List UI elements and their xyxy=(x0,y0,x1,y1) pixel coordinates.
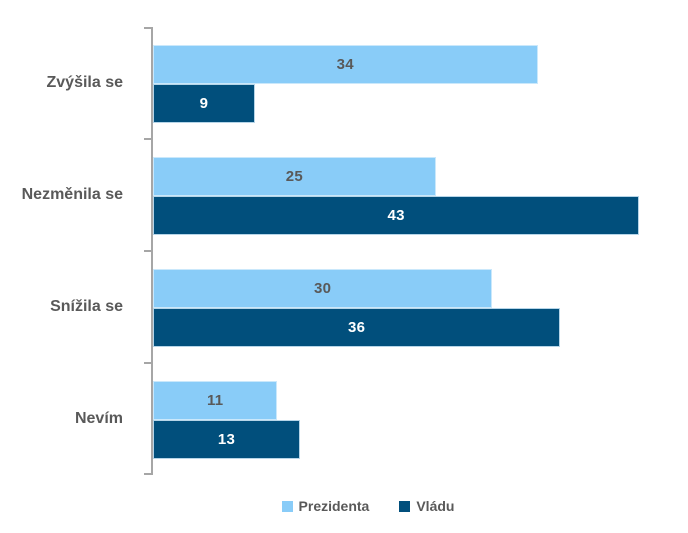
bar-vládu-1: 9 xyxy=(153,84,255,123)
bar-prezidenta-2: 25 xyxy=(153,157,436,196)
category-label-1: Zvýšila se xyxy=(46,74,124,91)
category-label-2: Nezměnila se xyxy=(21,186,123,203)
legend: Prezidenta Vládu xyxy=(24,498,688,514)
plot-area: 34 9 25 43 30 36 11 13 xyxy=(144,27,662,475)
legend-label-vladu: Vládu xyxy=(416,498,455,514)
axis-tick xyxy=(144,138,152,140)
axis-tick xyxy=(144,250,152,252)
bar-vládu-3: 36 xyxy=(153,308,561,347)
bar-value-label: 9 xyxy=(199,95,209,112)
bar-vládu-2: 43 xyxy=(153,196,640,235)
legend-label-prezidenta: Prezidenta xyxy=(298,498,370,514)
category-axis-labels: Zvýšila se Nezměnila se Snížila se Nevím xyxy=(0,27,137,475)
category-group-1: 34 9 xyxy=(153,27,662,139)
legend-swatch-vladu-icon xyxy=(399,500,411,512)
category-label-3: Snížila se xyxy=(50,298,123,315)
category-group-4: 11 13 xyxy=(153,363,662,475)
bar-value-label: 43 xyxy=(387,207,405,224)
legend-item-prezidenta: Prezidenta xyxy=(281,498,370,514)
axis-tick xyxy=(144,362,152,364)
category-label-4: Nevím xyxy=(74,410,123,427)
bar-value-label: 11 xyxy=(206,392,224,409)
category-group-3: 30 36 xyxy=(153,251,662,363)
bar-vládu-4: 13 xyxy=(153,420,301,459)
bar-value-label: 36 xyxy=(347,319,366,336)
bar-prezidenta-3: 30 xyxy=(153,269,493,308)
axis-tick xyxy=(144,473,152,475)
bar-value-label: 25 xyxy=(285,168,304,185)
legend-swatch-prezidenta-icon xyxy=(281,500,293,512)
bar-prezidenta-4: 11 xyxy=(153,381,278,420)
bar-value-label: 34 xyxy=(336,56,354,73)
bar-prezidenta-1: 34 xyxy=(153,45,538,84)
category-group-2: 25 43 xyxy=(153,139,662,251)
bar-value-label: 30 xyxy=(314,280,332,297)
legend-item-vladu: Vládu xyxy=(399,498,454,514)
bar-value-label: 13 xyxy=(217,431,236,448)
axis-tick xyxy=(144,27,152,29)
